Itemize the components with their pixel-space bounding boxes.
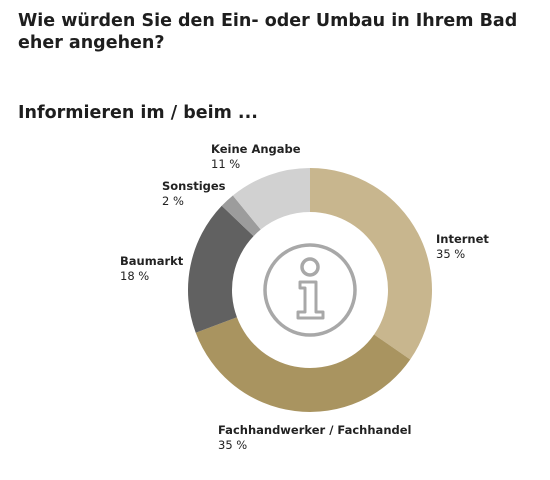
info-icon	[263, 243, 357, 337]
slice-sonstiges	[221, 195, 261, 237]
slice-fachhandwerker-fachhandel	[195, 317, 411, 412]
slice-value-label: 35 %	[218, 438, 247, 452]
slice-label: Baumarkt	[120, 254, 184, 268]
chart-subtitle: Informieren im / beim ...	[18, 103, 258, 123]
slice-label: Keine Angabe	[211, 142, 301, 156]
slice-value-label: 11 %	[211, 157, 240, 171]
slice-baumarkt	[188, 205, 254, 333]
slice-value-label: 2 %	[162, 194, 184, 208]
slice-label: Internet	[436, 232, 489, 246]
slice-internet	[310, 168, 432, 360]
slice-label: Sonstiges	[162, 179, 226, 193]
slice-keine-angabe	[232, 168, 310, 230]
chart-title: Wie würden Sie den Ein- oder Umbau in Ih…	[18, 11, 518, 53]
slice-label: Fachhandwerker / Fachhandel	[218, 423, 411, 437]
slice-value-label: 35 %	[436, 247, 465, 261]
slice-value-label: 18 %	[120, 269, 149, 283]
